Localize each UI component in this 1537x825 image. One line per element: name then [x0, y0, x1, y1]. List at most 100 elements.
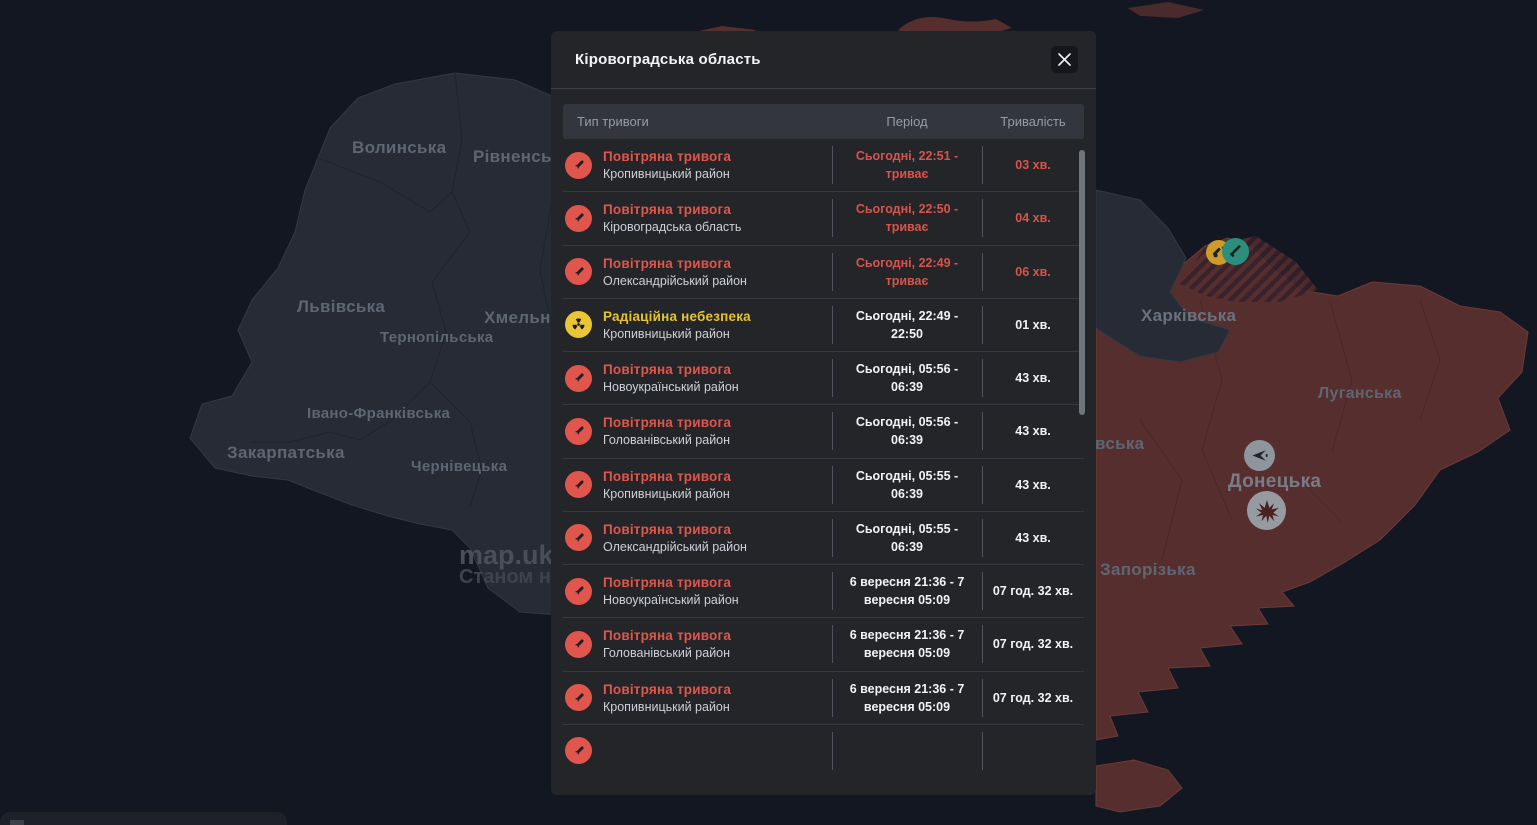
column-header-period: Період	[886, 114, 928, 129]
alert-period-cell: 6 вересня 21:36 - 7 вересня 05:09	[832, 672, 982, 724]
alert-area-label: Кропивницький район	[603, 167, 730, 182]
rocket-badge	[565, 258, 592, 286]
rocket-badge	[565, 684, 592, 712]
region-north-alert[interactable]	[898, 17, 1012, 35]
alert-duration-cell: 43 хв.	[982, 352, 1084, 404]
alerts-list: Повітряна тривога Кропивницький район Сьог…	[551, 139, 1096, 795]
alert-type-cell: Радіаційна небезпека Кропивницький район	[563, 299, 832, 351]
aircraft-marker[interactable]	[1244, 440, 1275, 471]
region-alerts-modal: Кіровоградська область Тип тривоги Періо…	[551, 31, 1096, 795]
rocket-badge	[565, 737, 592, 765]
rocket-badge	[565, 524, 592, 552]
rocket-badge	[565, 471, 592, 499]
alert-period-cell: Сьогодні, 22:50 - триває	[832, 192, 982, 244]
alert-area-label: Голованівський район	[603, 433, 731, 448]
rifle-icon	[1229, 245, 1241, 258]
alert-type-label: Повітряна тривога	[603, 681, 732, 697]
table-row: Повітряна тривога Олександрійський район С…	[563, 510, 1084, 564]
alert-type-label: Повітряна тривога	[603, 468, 732, 484]
close-icon	[1058, 53, 1071, 66]
alert-type-label: Повітряна тривога	[603, 628, 732, 644]
alert-period-cell: Сьогодні, 05:55 - 06:39	[832, 512, 982, 564]
rocket-badge	[565, 364, 592, 392]
table-header: Тип тривоги Період Тривалість	[563, 104, 1084, 139]
rocket-icon	[574, 693, 584, 702]
rocket-badge	[565, 204, 592, 232]
alert-type-cell: Повітряна тривога Голованівський район	[563, 405, 832, 457]
alert-duration-cell: 07 год. 32 хв.	[982, 672, 1084, 724]
alert-type-cell: Повітряна тривога Голованівський район	[563, 618, 832, 670]
alert-duration-cell: 03 хв.	[982, 139, 1084, 191]
legend-chip	[10, 820, 24, 825]
alert-type-label: Повітряна тривога	[603, 362, 732, 378]
alert-type-cell: Повітряна тривога Новоукраїнський район	[563, 352, 832, 404]
alert-period-cell: Сьогодні, 22:49 - 22:50	[832, 299, 982, 351]
scrollbar-thumb[interactable]	[1079, 150, 1085, 415]
alert-period-cell: Сьогодні, 05:56 - 06:39	[832, 405, 982, 457]
rocket-icon	[574, 160, 584, 170]
modal-title: Кіровоградська область	[575, 51, 761, 68]
alert-type-cell: Повітряна тривога Кіровоградська область	[563, 192, 832, 244]
table-row: Повітряна тривога Олександрійський район С…	[563, 244, 1084, 298]
rocket-icon	[574, 639, 584, 649]
alert-type-label: Повітряна тривога	[603, 202, 732, 218]
rifle-marker[interactable]	[1222, 238, 1249, 265]
table-row: Повітряна тривога Новоукраїнський район Сь…	[563, 351, 1084, 404]
close-button[interactable]	[1051, 46, 1078, 73]
region-kharkiv[interactable]	[1095, 189, 1231, 363]
alert-type-cell: Повітряна тривога Олександрійський район	[563, 512, 832, 564]
alert-duration-cell: 01 хв.	[982, 299, 1084, 351]
column-header-type: Тип тривоги	[577, 114, 649, 129]
alert-type-cell: Повітряна тривога Кропивницький район	[563, 139, 832, 191]
rocket-icon	[574, 426, 584, 436]
alert-area-label: Кропивницький район	[603, 326, 730, 341]
rocket-badge	[565, 417, 592, 445]
explosion-icon	[1255, 499, 1279, 523]
alert-area-label: Кропивницький район	[603, 699, 730, 714]
alert-type-cell: Повітряна тривога Кропивницький район	[563, 459, 832, 511]
rocket-icon	[574, 480, 584, 489]
alert-period-cell	[832, 725, 982, 777]
rocket-icon	[574, 213, 584, 223]
alert-period-cell: Сьогодні, 22:49 - триває	[832, 246, 982, 298]
alert-area-label: Голованівський район	[603, 646, 731, 661]
rocket-badge	[565, 630, 592, 658]
alert-type-cell: Повітряна тривога Новоукраїнський район	[563, 565, 832, 617]
table-row: Повітряна тривога Кропивницький район 6 ве…	[563, 670, 1084, 724]
alert-area-label: Новоукраїнський район	[603, 380, 739, 395]
alert-type-cell: Повітряна тривога Кропивницький район	[563, 672, 832, 724]
alert-type-label: Повітряна тривога	[603, 149, 732, 165]
alert-duration-cell: 04 хв.	[982, 192, 1084, 244]
rocket-icon	[574, 373, 584, 383]
alert-period-cell: Сьогодні, 22:51 - триває	[832, 139, 982, 191]
rocket-icon	[574, 533, 584, 542]
radiation-icon	[572, 318, 585, 330]
alert-period-cell: Сьогодні, 05:55 - 06:39	[832, 459, 982, 511]
table-row: Радіаційна небезпека Кропивницький район С…	[563, 297, 1084, 351]
bottom-legend-panel[interactable]	[0, 812, 287, 825]
table-row: Повітряна тривога Новоукраїнський район 6 …	[563, 564, 1084, 617]
alert-area-label: Кропивницький район	[603, 486, 730, 501]
alert-period-cell: Сьогодні, 05:56 - 06:39	[832, 352, 982, 404]
alert-area-label: Новоукраїнський район	[603, 593, 739, 608]
rocket-icon	[574, 746, 584, 755]
table-row: Повітряна тривога Кропивницький район Сьог…	[563, 457, 1084, 511]
alert-duration-cell: 43 хв.	[982, 459, 1084, 511]
explosion-marker[interactable]	[1247, 491, 1286, 530]
alert-period-cell: 6 вересня 21:36 - 7 вересня 05:09	[832, 565, 982, 617]
modal-header: Кіровоградська область	[551, 31, 1096, 89]
radiation-badge	[565, 311, 592, 339]
alert-area-label: Кіровоградська область	[603, 220, 742, 235]
alert-type-label: Повітряна тривога	[603, 415, 732, 431]
table-row-partial	[563, 723, 1084, 777]
alert-type-cell: Повітряна тривога Олександрійський район	[563, 246, 832, 298]
alert-duration-cell: 43 хв.	[982, 405, 1084, 457]
alert-type-label: Повітряна тривога	[603, 255, 732, 271]
table-row: Повітряна тривога Голованівський район 6 в…	[563, 617, 1084, 670]
alert-duration-cell: 07 год. 32 хв.	[982, 565, 1084, 617]
alert-type-label: Повітряна тривога	[603, 521, 732, 537]
table-row: Повітряна тривога Кіровоградська область С…	[563, 191, 1084, 244]
alert-type-cell	[563, 725, 832, 777]
table-row: Повітряна тривога Голованівський район Сьо…	[563, 404, 1084, 457]
alert-period-cell: 6 вересня 21:36 - 7 вересня 05:09	[832, 618, 982, 670]
